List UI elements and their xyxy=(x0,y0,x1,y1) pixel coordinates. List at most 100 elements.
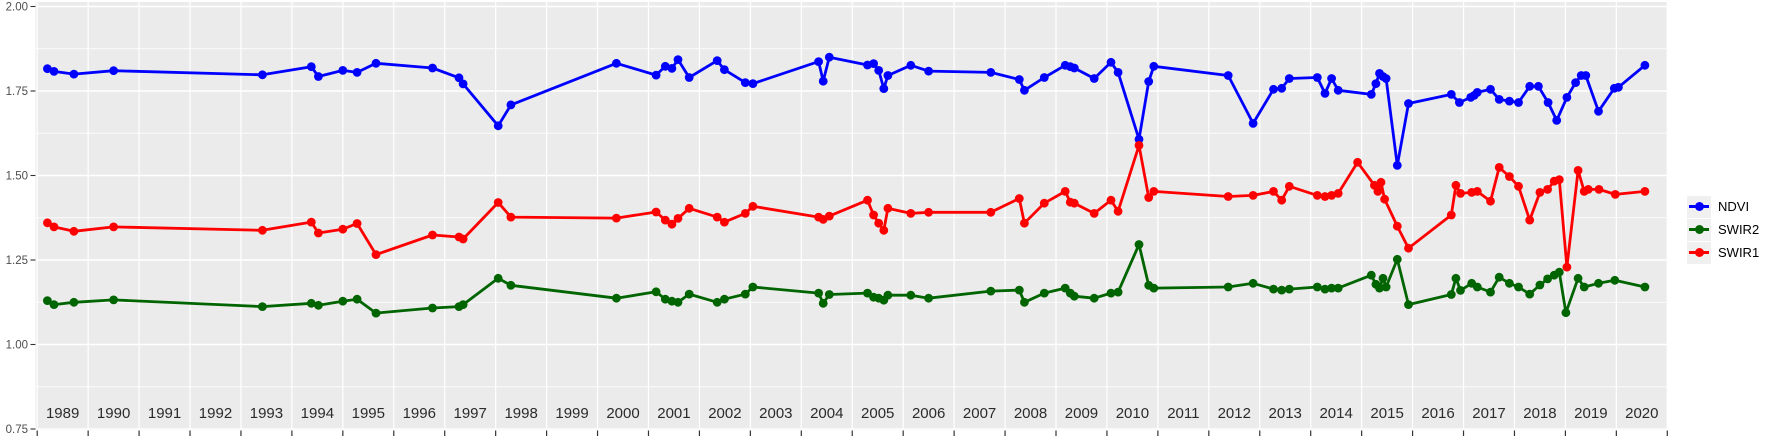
data-point-ndvi xyxy=(740,78,750,87)
data-point-swir1 xyxy=(371,250,381,259)
data-point-swir1 xyxy=(306,217,316,227)
data-point-swir1 xyxy=(1456,189,1465,198)
data-point-swir1 xyxy=(1583,185,1593,194)
data-point-swir1 xyxy=(1020,218,1029,228)
data-point-swir1 xyxy=(924,207,933,217)
data-point-swir1 xyxy=(660,215,670,225)
data-point-swir2 xyxy=(883,290,893,300)
data-point-swir1 xyxy=(1562,262,1572,272)
data-point-swir1 xyxy=(1149,187,1159,196)
data-point-ndvi xyxy=(1069,63,1079,73)
x-tick-label: 1990 xyxy=(97,405,130,422)
data-point-swir2 xyxy=(1366,270,1376,280)
data-point-ndvi xyxy=(258,70,267,80)
data-point-swir2 xyxy=(338,296,348,306)
x-tick-label: 2016 xyxy=(1421,405,1454,422)
data-point-swir1 xyxy=(712,212,722,222)
data-point-swir2 xyxy=(986,286,996,296)
x-tick-label: 2004 xyxy=(810,405,843,422)
data-point-swir2 xyxy=(924,293,933,303)
data-point-swir2 xyxy=(1320,284,1330,294)
data-point-swir2 xyxy=(1561,308,1571,318)
data-point-swir2 xyxy=(1312,282,1322,292)
data-point-swir2 xyxy=(43,296,52,305)
x-tick-label: 2014 xyxy=(1319,405,1352,422)
data-point-swir1 xyxy=(493,198,503,207)
data-point-swir1 xyxy=(824,211,834,221)
x-tick-label: 2017 xyxy=(1472,405,1505,422)
x-tick-label: 2007 xyxy=(963,405,996,422)
data-point-ndvi xyxy=(1113,68,1123,77)
data-point-swir2 xyxy=(1375,283,1384,293)
data-point-swir2 xyxy=(1327,283,1336,293)
data-point-swir1 xyxy=(1113,206,1123,216)
data-point-swir2 xyxy=(1456,286,1465,295)
data-point-swir2 xyxy=(1525,289,1535,299)
data-point-ndvi xyxy=(924,66,933,76)
data-point-ndvi xyxy=(814,57,823,66)
data-point-swir2 xyxy=(1069,291,1079,301)
data-point-ndvi xyxy=(1581,71,1591,80)
legend-point-icon xyxy=(1694,225,1704,234)
data-point-swir2 xyxy=(1392,254,1402,264)
data-point-ndvi xyxy=(1089,74,1099,83)
data-point-ndvi xyxy=(428,63,437,73)
data-point-swir1 xyxy=(43,218,52,228)
data-point-ndvi xyxy=(493,121,503,131)
data-point-swir2 xyxy=(1089,293,1099,303)
x-tick-label: 2005 xyxy=(861,405,894,422)
data-point-swir1 xyxy=(506,212,516,222)
x-tick-label: 2010 xyxy=(1116,405,1149,422)
data-point-ndvi xyxy=(1472,88,1482,97)
x-tick-label: 2012 xyxy=(1218,405,1251,422)
data-point-ndvi xyxy=(1552,116,1562,125)
data-point-swir1 xyxy=(1269,187,1278,196)
data-point-ndvi xyxy=(1248,119,1258,128)
y-tick-label: 1.25 xyxy=(6,255,28,267)
data-point-swir1 xyxy=(314,228,323,238)
data-point-swir2 xyxy=(612,293,621,303)
data-point-ndvi xyxy=(1640,60,1650,70)
data-point-swir1 xyxy=(869,210,878,220)
data-point-swir2 xyxy=(673,297,683,307)
data-point-swir1 xyxy=(748,201,758,211)
data-point-swir2 xyxy=(49,300,59,309)
data-point-ndvi xyxy=(1320,89,1330,98)
x-tick-label: 1991 xyxy=(148,405,181,422)
data-point-ndvi xyxy=(506,100,516,110)
data-point-swir1 xyxy=(1248,191,1258,200)
data-point-swir2 xyxy=(371,308,381,318)
data-point-ndvi xyxy=(1134,134,1144,144)
data-point-swir1 xyxy=(428,230,437,240)
data-point-swir1 xyxy=(1392,221,1402,231)
legend-item-swir2: SWIR2 xyxy=(1687,218,1759,241)
x-tick-label: 1989 xyxy=(46,405,79,422)
data-point-swir1 xyxy=(1134,141,1144,150)
data-point-ndvi xyxy=(1514,98,1523,107)
y-tick-label: 1.75 xyxy=(6,86,28,98)
data-point-ndvi xyxy=(673,55,683,64)
data-point-swir2 xyxy=(1223,282,1233,292)
data-point-swir2 xyxy=(352,294,362,304)
data-point-swir1 xyxy=(1333,189,1343,198)
data-point-ndvi xyxy=(1277,83,1287,93)
data-point-swir1 xyxy=(1320,192,1330,201)
data-point-swir2 xyxy=(1381,282,1391,292)
data-point-swir2 xyxy=(1039,288,1049,298)
data-point-swir2 xyxy=(1579,282,1589,292)
data-point-swir1 xyxy=(338,224,348,234)
data-point-swir1 xyxy=(1505,172,1514,181)
data-point-ndvi xyxy=(43,64,52,74)
data-point-ndvi xyxy=(1039,73,1049,82)
x-tick-label: 2003 xyxy=(759,405,792,422)
data-point-ndvi xyxy=(69,69,79,79)
data-point-swir2 xyxy=(109,295,118,305)
data-point-swir1 xyxy=(1514,181,1523,191)
data-point-ndvi xyxy=(1366,90,1376,99)
data-point-swir1 xyxy=(458,234,468,244)
legend-point-icon xyxy=(1694,202,1704,211)
y-tick-label: 2.00 xyxy=(6,2,28,14)
data-point-ndvi xyxy=(818,76,828,86)
